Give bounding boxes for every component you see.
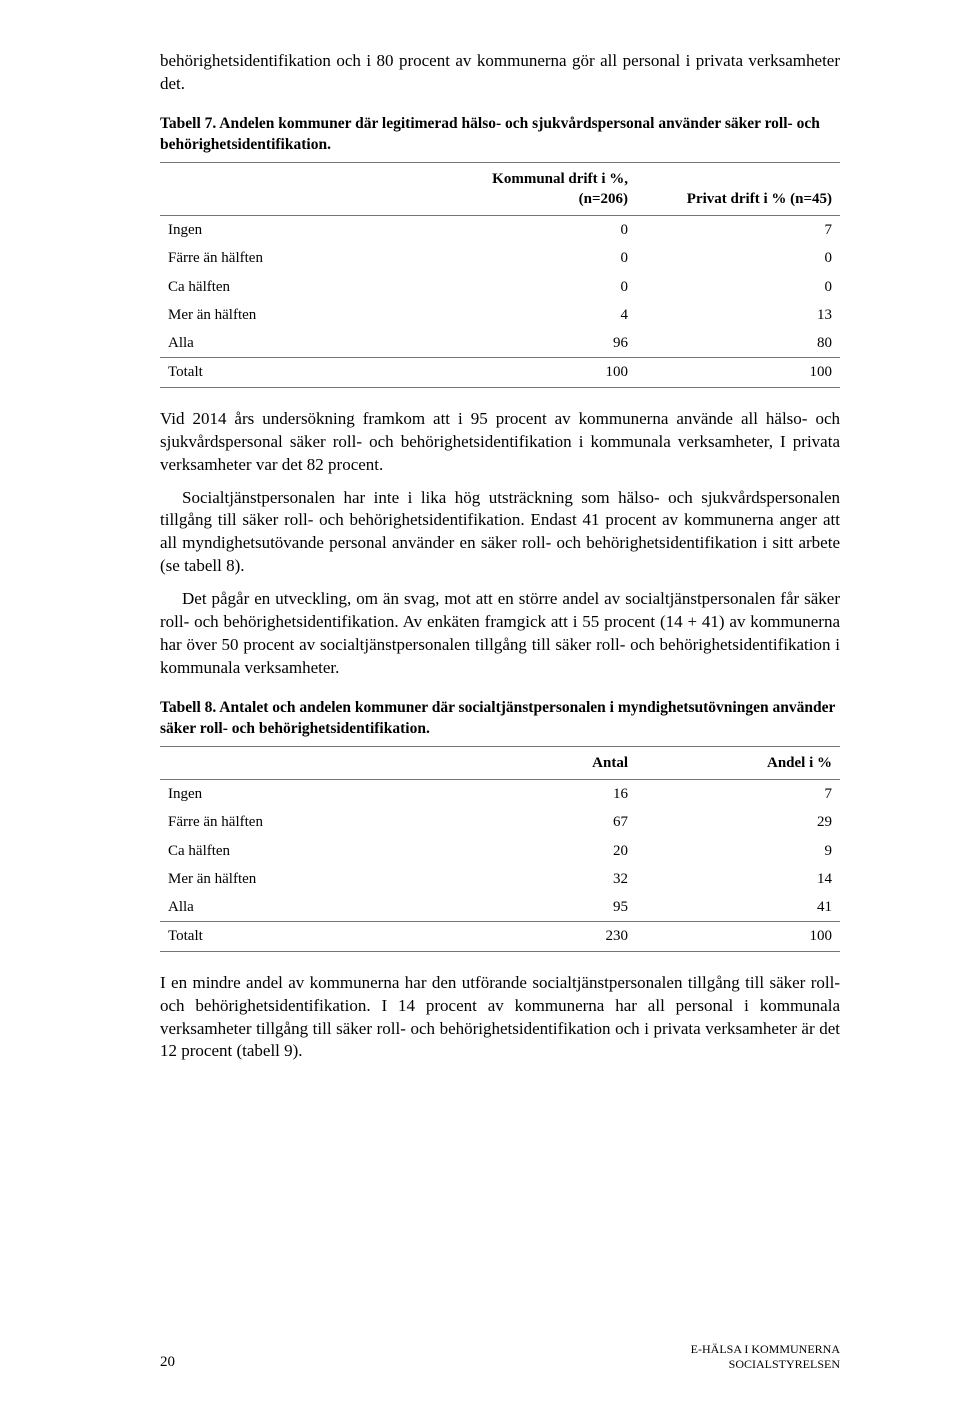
table-cell: 14	[636, 865, 840, 893]
table7-header-col1: Kommunal drift i %, (n=206)	[432, 162, 636, 216]
table-row: Färre än hälften 67 29	[160, 808, 840, 836]
table7-header-col2: Privat drift i % (n=45)	[636, 162, 840, 216]
table-cell: 29	[636, 808, 840, 836]
table-row: Mer än hälften 32 14	[160, 865, 840, 893]
body-paragraph-2: Socialtjänstpersonalen har inte i lika h…	[160, 487, 840, 579]
document-page: behörighetsidentifikation och i 80 proce…	[0, 0, 960, 1412]
table-cell: 13	[636, 301, 840, 329]
table-row: Färre än hälften 0 0	[160, 244, 840, 272]
table-row: Alla 95 41	[160, 893, 840, 922]
table-cell: Alla	[160, 893, 432, 922]
table8-header-row: Antal Andel i %	[160, 746, 840, 779]
table-cell: 20	[432, 837, 636, 865]
table-cell: Ingen	[160, 216, 432, 245]
table-cell: 95	[432, 893, 636, 922]
table-cell: 0	[636, 273, 840, 301]
table-cell: 0	[432, 216, 636, 245]
table-cell: Färre än hälften	[160, 244, 432, 272]
table-row: Ingen 0 7	[160, 216, 840, 245]
table-row: Ingen 16 7	[160, 780, 840, 809]
table7-header-row: Kommunal drift i %, (n=206) Privat drift…	[160, 162, 840, 216]
table-cell: 0	[432, 244, 636, 272]
table-cell: 67	[432, 808, 636, 836]
table-cell: 0	[432, 273, 636, 301]
table-row: Ca hälften 0 0	[160, 273, 840, 301]
table-cell: Totalt	[160, 358, 432, 387]
table-cell: Ca hälften	[160, 273, 432, 301]
table-cell: 0	[636, 244, 840, 272]
table-cell: Mer än hälften	[160, 301, 432, 329]
table-cell: Alla	[160, 329, 432, 358]
table7: Kommunal drift i %, (n=206) Privat drift…	[160, 162, 840, 388]
table8-header-col1: Antal	[432, 746, 636, 779]
table-cell: Ingen	[160, 780, 432, 809]
table-cell: 7	[636, 216, 840, 245]
table-cell: 230	[432, 922, 636, 951]
table-row-total: Totalt 230 100	[160, 922, 840, 951]
table7-caption: Tabell 7. Andelen kommuner där legitimer…	[160, 114, 840, 156]
table-cell: 100	[636, 922, 840, 951]
table-cell: 32	[432, 865, 636, 893]
footer-line2: SOCIALSTYRELSEN	[691, 1357, 840, 1372]
table-row: Alla 96 80	[160, 329, 840, 358]
table-cell: 100	[432, 358, 636, 387]
table-cell: Totalt	[160, 922, 432, 951]
table-cell: 7	[636, 780, 840, 809]
footer-right-block: E-HÄLSA I KOMMUNERNA SOCIALSTYRELSEN	[691, 1342, 840, 1372]
body-paragraph-1: Vid 2014 års undersökning framkom att i …	[160, 408, 840, 477]
table-cell: Mer än hälften	[160, 865, 432, 893]
page-number: 20	[160, 1352, 175, 1372]
table-row: Ca hälften 20 9	[160, 837, 840, 865]
intro-paragraph: behörighetsidentifikation och i 80 proce…	[160, 50, 840, 96]
table8: Antal Andel i % Ingen 16 7 Färre än hälf…	[160, 746, 840, 952]
table-cell: Färre än hälften	[160, 808, 432, 836]
table-cell: 80	[636, 329, 840, 358]
table-row: Mer än hälften 4 13	[160, 301, 840, 329]
table8-header-empty	[160, 746, 432, 779]
table-cell: 100	[636, 358, 840, 387]
table-cell: 96	[432, 329, 636, 358]
table-cell: Ca hälften	[160, 837, 432, 865]
page-footer: 20 E-HÄLSA I KOMMUNERNA SOCIALSTYRELSEN	[0, 1342, 960, 1372]
table7-header-empty	[160, 162, 432, 216]
footer-line1: E-HÄLSA I KOMMUNERNA	[691, 1342, 840, 1357]
body-paragraph-4: I en mindre andel av kommunerna har den …	[160, 972, 840, 1064]
table8-header-col2: Andel i %	[636, 746, 840, 779]
body-paragraph-3: Det pågår en utveckling, om än svag, mot…	[160, 588, 840, 680]
table-row-total: Totalt 100 100	[160, 358, 840, 387]
table-cell: 9	[636, 837, 840, 865]
table-cell: 4	[432, 301, 636, 329]
table8-caption: Tabell 8. Antalet och andelen kommuner d…	[160, 698, 840, 740]
table-cell: 41	[636, 893, 840, 922]
table-cell: 16	[432, 780, 636, 809]
